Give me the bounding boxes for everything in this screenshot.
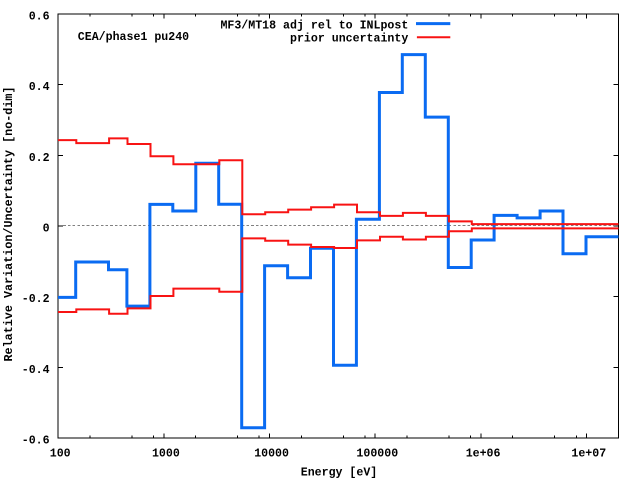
svg-text:0.6: 0.6 [29,11,50,24]
svg-text:MF3/MT18 adj rel to INLpost: MF3/MT18 adj rel to INLpost [220,19,408,32]
svg-text:-0.4: -0.4 [22,364,50,377]
svg-text:0.2: 0.2 [29,152,50,165]
svg-text:100: 100 [50,448,71,461]
svg-text:1e+06: 1e+06 [466,448,501,461]
svg-text:0: 0 [43,223,50,236]
svg-text:1e+07: 1e+07 [571,448,606,461]
svg-text:-0.6: -0.6 [22,435,50,448]
svg-text:CEA/phase1 pu240: CEA/phase1 pu240 [78,31,189,44]
svg-text:-0.2: -0.2 [22,293,50,306]
svg-text:1000: 1000 [152,448,180,461]
svg-text:prior uncertainty: prior uncertainty [290,33,408,46]
svg-text:Relative Variation/Uncertainty: Relative Variation/Uncertainty [no-dim] [2,87,16,362]
svg-text:100000: 100000 [356,448,398,461]
svg-text:Energy [eV]: Energy [eV] [301,466,378,479]
svg-text:0.4: 0.4 [29,81,50,94]
svg-text:10000: 10000 [254,448,289,461]
